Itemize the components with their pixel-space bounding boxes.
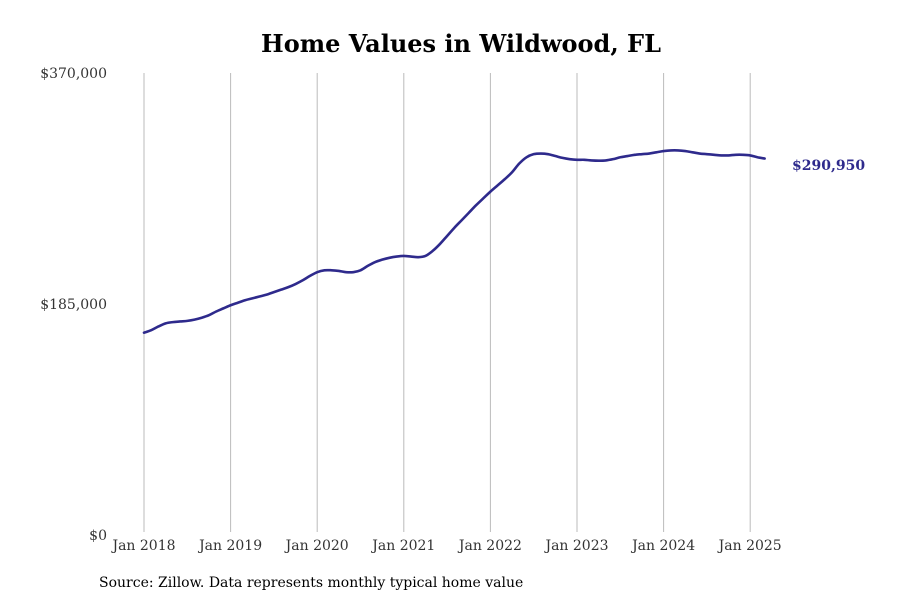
x-tick-label: Jan 2024	[630, 538, 695, 554]
source-note: Source: Zillow. Data represents monthly …	[99, 575, 523, 591]
series-layer: $290,950	[142, 149, 865, 335]
y-axis-ticks: $0 $185,000 $370,000	[40, 66, 107, 544]
x-tick-label: Jan 2021	[370, 538, 435, 554]
x-tick-label: Jan 2018	[110, 538, 175, 554]
x-tick-label: Jan 2020	[284, 538, 349, 554]
y-tick-label: $185,000	[40, 297, 107, 313]
x-tick-label: Jan 2019	[197, 538, 262, 554]
x-tick-label: Jan 2023	[543, 538, 608, 554]
x-axis-ticks: Jan 2018 Jan 2019 Jan 2020 Jan 2021 Jan 2022…	[110, 538, 781, 554]
chart-title: Home Values in Wildwood, FL	[261, 29, 661, 58]
y-tick-label: $0	[89, 528, 107, 544]
x-gridlines	[143, 73, 751, 532]
series-line	[142, 149, 766, 335]
end-value-label: $290,950	[792, 158, 865, 174]
x-tick-label: Jan 2025	[717, 538, 782, 554]
y-tick-label: $370,000	[40, 66, 107, 82]
x-tick-label: Jan 2022	[457, 538, 522, 554]
